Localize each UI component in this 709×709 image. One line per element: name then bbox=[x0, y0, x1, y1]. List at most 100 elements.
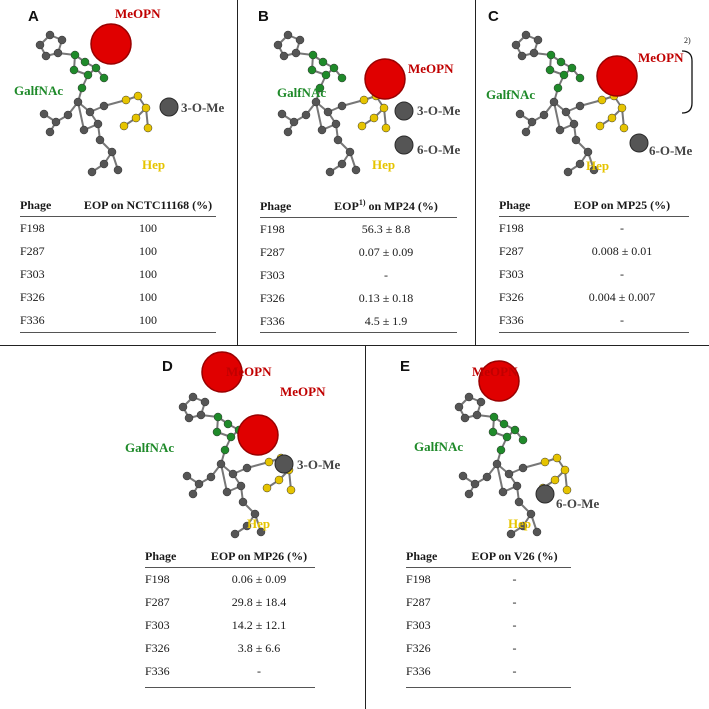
atom bbox=[498, 487, 508, 497]
table-row: F287 0.008 ± 0.01 bbox=[499, 240, 689, 263]
atom bbox=[569, 119, 579, 129]
atom bbox=[583, 147, 593, 157]
eop-cell: 4.5 ± 1.9 bbox=[364, 314, 408, 328]
col-header-eop: EOP on V26 (%) bbox=[458, 549, 571, 568]
atom bbox=[93, 119, 103, 129]
atom bbox=[226, 432, 236, 442]
table-row: F326 - bbox=[406, 637, 571, 660]
atom bbox=[550, 475, 560, 485]
atom bbox=[518, 521, 528, 531]
atom bbox=[99, 101, 109, 111]
atom bbox=[545, 65, 555, 75]
methyl-6-label: 6-O-Me bbox=[649, 143, 693, 158]
atom bbox=[331, 119, 341, 129]
atom bbox=[188, 392, 198, 402]
atom bbox=[317, 125, 327, 135]
atom bbox=[178, 402, 188, 412]
hep-label: Hep bbox=[142, 157, 166, 172]
col-header-eop: EOP on MP26 (%) bbox=[203, 549, 315, 568]
atom bbox=[512, 481, 522, 491]
galfnac-label: GalfNAc bbox=[14, 83, 64, 98]
methyl-6-label: 6-O-Me bbox=[556, 496, 600, 511]
meopn-label: MeOPN bbox=[472, 364, 518, 379]
atom bbox=[549, 97, 559, 107]
phage-cell: F336 bbox=[145, 664, 170, 678]
methyl-3-label: 3-O-Me bbox=[181, 100, 225, 115]
panel-a: A MeOPN GalfNAc 3-O-Me Hep Phage EOP on … bbox=[0, 0, 237, 345]
atom bbox=[262, 483, 272, 493]
meopn-label: MeOPN bbox=[408, 61, 454, 76]
divider-top-a-b bbox=[237, 0, 238, 345]
atom bbox=[472, 410, 482, 420]
atom bbox=[559, 70, 569, 80]
atom bbox=[99, 159, 109, 169]
atom bbox=[532, 527, 542, 537]
col-header-phage: Phage bbox=[145, 549, 203, 568]
phage-cell: F198 bbox=[499, 221, 524, 235]
atom bbox=[521, 127, 531, 137]
phage-cell: F336 bbox=[499, 313, 524, 327]
table-row: F198 56.3 ± 8.8 bbox=[260, 218, 457, 242]
panel-c: C MeOPN 2) GalfNAc 6-O-Me Hep Phage EOP … bbox=[476, 0, 709, 345]
atom bbox=[119, 121, 129, 131]
atom bbox=[95, 135, 105, 145]
atom bbox=[506, 529, 516, 539]
panel-e: E MeOPN GalfNAc 6-O-Me Hep Phage EOP on … bbox=[366, 346, 709, 709]
eop-table: Phage EOP1) on MP24 (%) F198 56.3 ± 8.8 F2… bbox=[260, 198, 457, 333]
table-row: F287 - bbox=[406, 591, 571, 614]
table-row: F336 100 bbox=[20, 309, 216, 332]
table-bottom-rule bbox=[145, 687, 315, 688]
atom bbox=[69, 65, 79, 75]
atom bbox=[311, 97, 321, 107]
atom bbox=[337, 159, 347, 169]
atom bbox=[57, 35, 67, 45]
galfnac-label: GalfNAc bbox=[486, 87, 536, 102]
meopn-sphere bbox=[90, 23, 132, 65]
table-row: F326 0.004 ± 0.007 bbox=[499, 286, 689, 309]
molecule-structure bbox=[178, 351, 296, 539]
phage-cell: F303 bbox=[406, 618, 431, 632]
atom bbox=[325, 167, 335, 177]
eop-cell: 56.3 ± 8.8 bbox=[361, 222, 411, 236]
bond bbox=[553, 101, 561, 131]
col-header-eop: EOP on NCTC11168 (%) bbox=[80, 198, 216, 217]
atom bbox=[337, 73, 347, 83]
eop-cell: - bbox=[620, 221, 624, 235]
atom bbox=[63, 110, 73, 120]
atom bbox=[273, 40, 283, 50]
atom bbox=[216, 459, 226, 469]
phage-cell: F326 bbox=[260, 291, 285, 305]
table-row: F326 100 bbox=[20, 286, 216, 309]
atom bbox=[379, 103, 389, 113]
atom bbox=[521, 30, 531, 40]
atom bbox=[575, 101, 585, 111]
phage-cell: F326 bbox=[406, 641, 431, 655]
phage-cell: F287 bbox=[260, 245, 285, 259]
methyl-3-label: 3-O-Me bbox=[417, 103, 461, 118]
atom bbox=[51, 117, 61, 127]
atom bbox=[291, 48, 301, 58]
atom bbox=[277, 109, 287, 119]
panel-b: B MeOPN GalfNAc 3-O-Me 6-O-Me Hep Phage … bbox=[238, 0, 475, 345]
phage-cell: F198 bbox=[20, 221, 45, 235]
atom bbox=[308, 50, 318, 60]
atom bbox=[274, 475, 284, 485]
atom bbox=[460, 413, 470, 423]
atom bbox=[206, 472, 216, 482]
col-header-eop: EOP1) on MP24 (%) bbox=[315, 198, 457, 218]
atom bbox=[133, 91, 143, 101]
table-row: F198 - bbox=[499, 217, 689, 241]
atom bbox=[553, 83, 563, 93]
atom bbox=[70, 50, 80, 60]
atom bbox=[83, 70, 93, 80]
atom bbox=[230, 529, 240, 539]
atom bbox=[85, 107, 95, 117]
col-header-phage: Phage bbox=[499, 198, 555, 217]
atom bbox=[533, 35, 543, 45]
eop-cell: 100 bbox=[139, 244, 157, 258]
atom bbox=[489, 412, 499, 422]
atom bbox=[556, 57, 566, 67]
atom bbox=[121, 95, 131, 105]
methyl-sphere-6 bbox=[535, 484, 555, 504]
galfnac-label: GalfNAc bbox=[414, 439, 464, 454]
